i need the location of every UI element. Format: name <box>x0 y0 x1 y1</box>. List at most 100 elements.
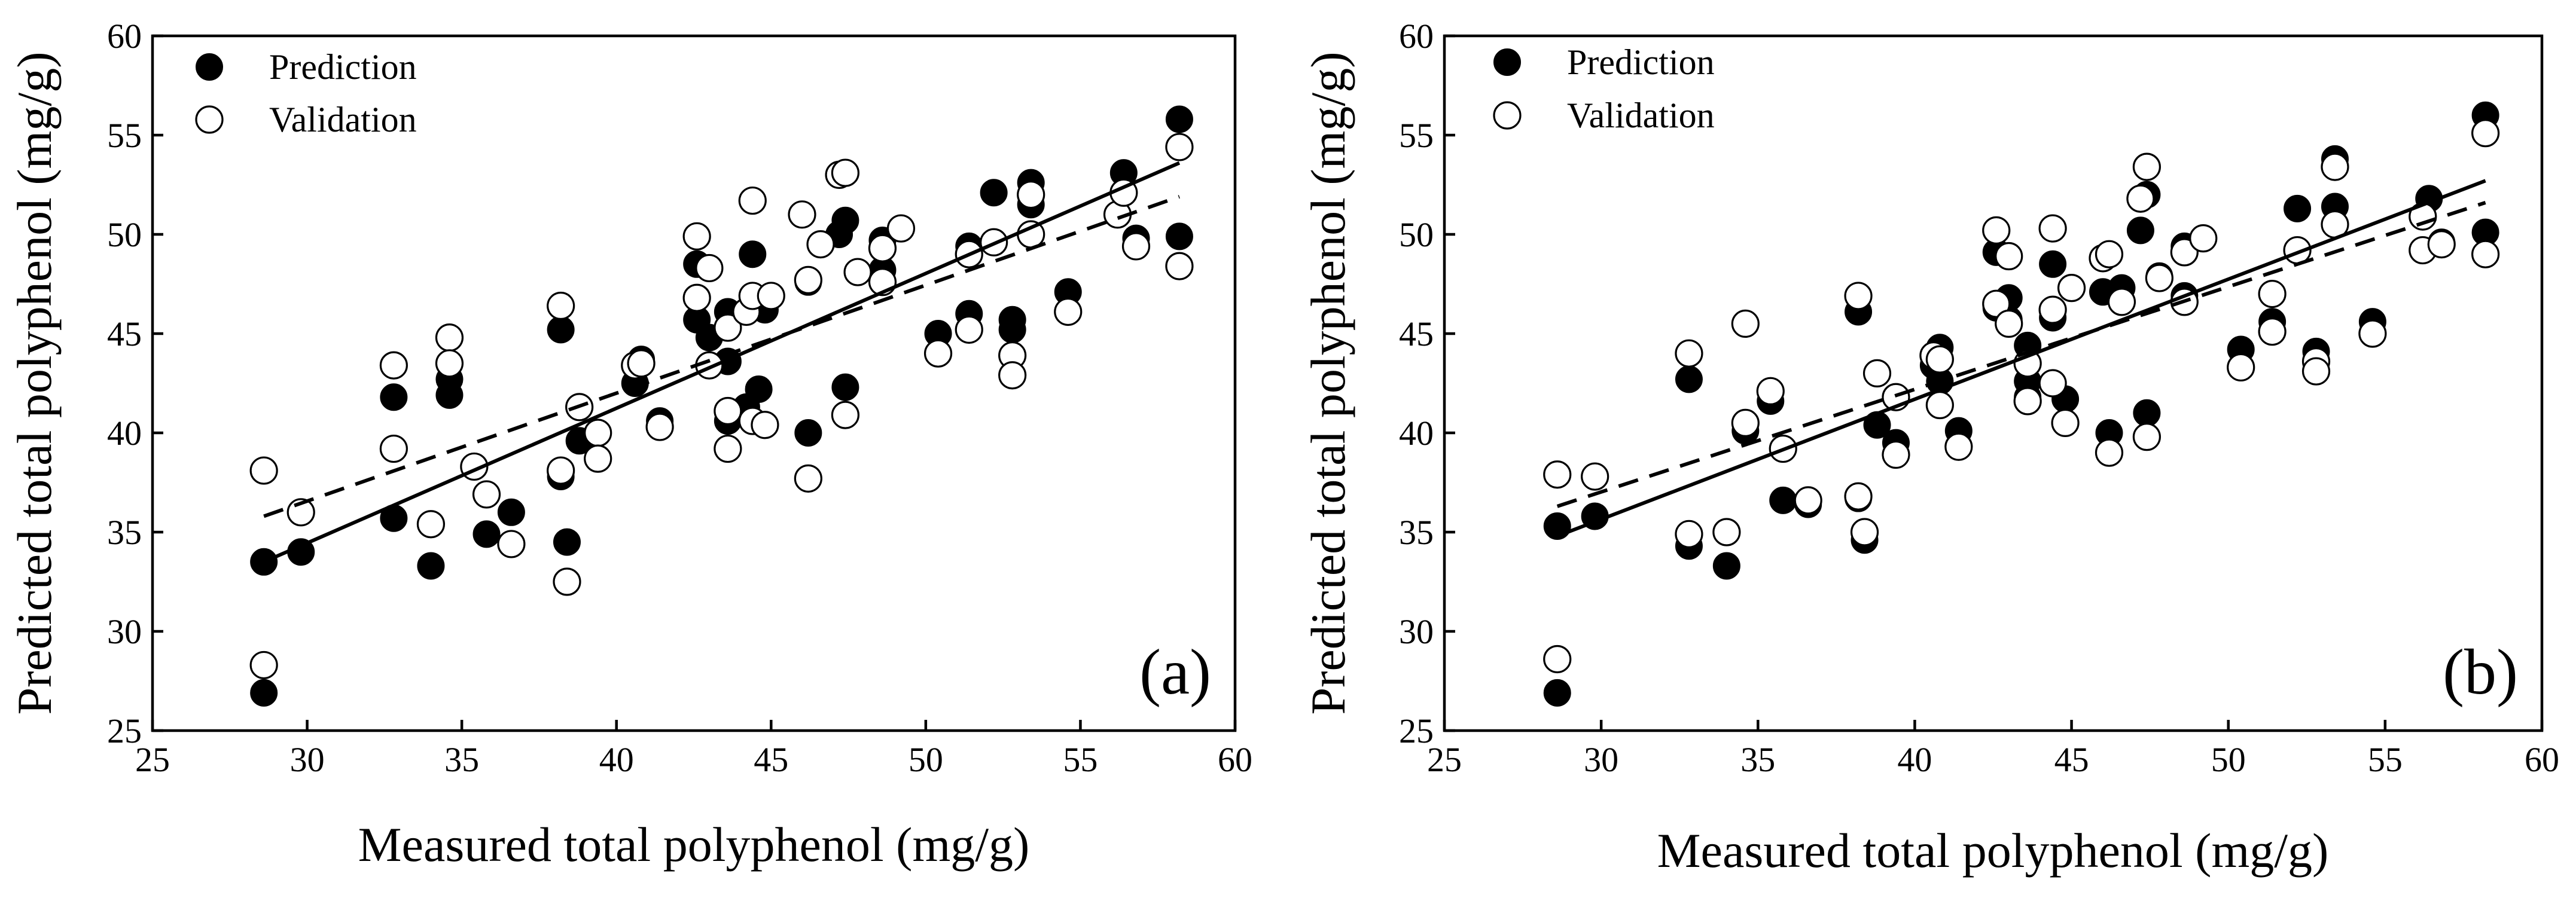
validation-point <box>2132 152 2161 181</box>
prediction-point <box>472 520 501 548</box>
validation-point <box>584 419 612 447</box>
validation-point <box>2301 357 2331 386</box>
y-tick-label: 55 <box>107 116 142 155</box>
validation-point <box>751 411 779 439</box>
legend: Prediction Validation <box>195 47 417 139</box>
legend-prediction-marker <box>1493 48 1521 76</box>
validation-point <box>682 222 711 251</box>
validation-point <box>497 530 526 558</box>
prediction-point <box>250 679 278 707</box>
prediction-point <box>497 498 525 526</box>
validation-point <box>1794 486 1822 515</box>
x-tick-label: 25 <box>135 740 170 779</box>
validation-point <box>1844 282 1873 310</box>
validation-point <box>379 434 408 463</box>
prediction-fit-line <box>263 161 1181 564</box>
validation-point <box>2427 230 2456 259</box>
prediction-point <box>2133 399 2161 427</box>
validation-point <box>2227 353 2255 382</box>
y-axis-title: Predicted total polyphenol (mg/g) <box>7 51 62 714</box>
x-tick-label: 40 <box>1897 740 1932 779</box>
y-axis-ticks: 25 30 35 40 45 50 55 60 <box>1399 17 1455 750</box>
validation-point <box>584 444 612 473</box>
validation-point <box>249 650 278 680</box>
validation-point <box>738 186 767 215</box>
validation-point <box>682 283 711 312</box>
y-tick-label: 35 <box>107 513 142 552</box>
legend-validation-marker <box>195 105 224 134</box>
x-tick-label: 30 <box>290 740 325 779</box>
validation-fit-line <box>263 195 1180 518</box>
validation-point <box>1756 377 1785 405</box>
x-tick-label: 50 <box>909 740 943 779</box>
validation-point <box>1995 309 2023 338</box>
prediction-point <box>547 316 575 344</box>
x-tick-label: 35 <box>1740 740 1775 779</box>
validation-point <box>714 313 742 342</box>
x-axis-ticks: 25 30 35 40 45 50 55 60 <box>1427 720 2559 779</box>
prediction-point <box>1712 552 1740 580</box>
y-tick-label: 40 <box>1399 414 1434 453</box>
validation-point <box>1925 390 1954 420</box>
validation-point <box>1712 518 1741 546</box>
validation-point <box>2145 264 2173 292</box>
data-points <box>249 105 1194 707</box>
plot-frame <box>151 34 1237 732</box>
validation-point <box>2170 238 2199 267</box>
validation-point <box>645 413 674 441</box>
prediction-point <box>1165 222 1193 251</box>
validation-point <box>1882 440 1910 469</box>
prediction-point <box>1543 679 1571 707</box>
validation-point <box>2038 295 2067 324</box>
validation-point <box>714 396 742 426</box>
validation-point <box>1731 408 1760 438</box>
x-tick-label: 40 <box>599 740 634 779</box>
validation-point <box>998 361 1027 390</box>
validation-point <box>416 510 446 539</box>
legend-prediction-marker <box>196 53 223 81</box>
validation-point <box>2057 274 2086 303</box>
fit-lines <box>1556 179 2486 538</box>
validation-point <box>2358 319 2387 348</box>
y-tick-label: 50 <box>1399 215 1434 254</box>
validation-point <box>2321 152 2349 181</box>
prediction-point <box>2039 250 2067 278</box>
validation-point <box>831 401 860 429</box>
validation-fit-line <box>1556 201 2486 508</box>
legend-prediction-label: Prediction <box>269 47 417 87</box>
x-tick-label: 45 <box>754 740 788 779</box>
y-tick-label: 60 <box>1399 17 1434 56</box>
x-axis-title: Measured total polyphenol (mg/g) <box>358 817 1030 872</box>
validation-point <box>831 158 860 187</box>
validation-point <box>627 349 656 378</box>
prediction-point <box>998 316 1026 344</box>
legend-validation-label: Validation <box>1567 96 1715 135</box>
panel-a: 25 30 35 40 45 50 55 60 25 30 35 40 45 50 55 60 Measur… <box>7 17 1252 872</box>
x-tick-label: 50 <box>2211 740 2246 779</box>
y-tick-label: 45 <box>1399 314 1434 353</box>
validation-point <box>1121 232 1151 261</box>
validation-point <box>2126 184 2155 213</box>
legend-validation-label: Validation <box>269 100 417 139</box>
y-tick-label: 30 <box>1399 612 1434 651</box>
plot-frame <box>1443 34 2544 732</box>
validation-point <box>1543 645 1572 674</box>
y-tick-label: 45 <box>107 314 142 353</box>
prediction-point <box>1675 365 1703 393</box>
panel-b: 25 30 35 40 45 50 55 60 25 30 35 40 45 50 55 60 Measur… <box>1301 17 2559 878</box>
validation-point <box>2095 240 2124 268</box>
validation-point <box>2038 369 2067 398</box>
x-tick-label: 25 <box>1427 740 1462 779</box>
validation-point <box>472 480 501 509</box>
x-tick-label: 60 <box>1218 740 1252 779</box>
x-axis-title: Measured total polyphenol (mg/g) <box>1657 823 2329 878</box>
y-tick-label: 30 <box>107 612 142 651</box>
x-tick-label: 55 <box>2368 740 2403 779</box>
validation-point <box>2471 240 2500 268</box>
validation-point <box>2107 288 2136 316</box>
validation-point <box>2051 408 2080 438</box>
validation-point <box>547 456 575 485</box>
validation-point <box>868 234 897 262</box>
validation-point <box>794 265 822 294</box>
